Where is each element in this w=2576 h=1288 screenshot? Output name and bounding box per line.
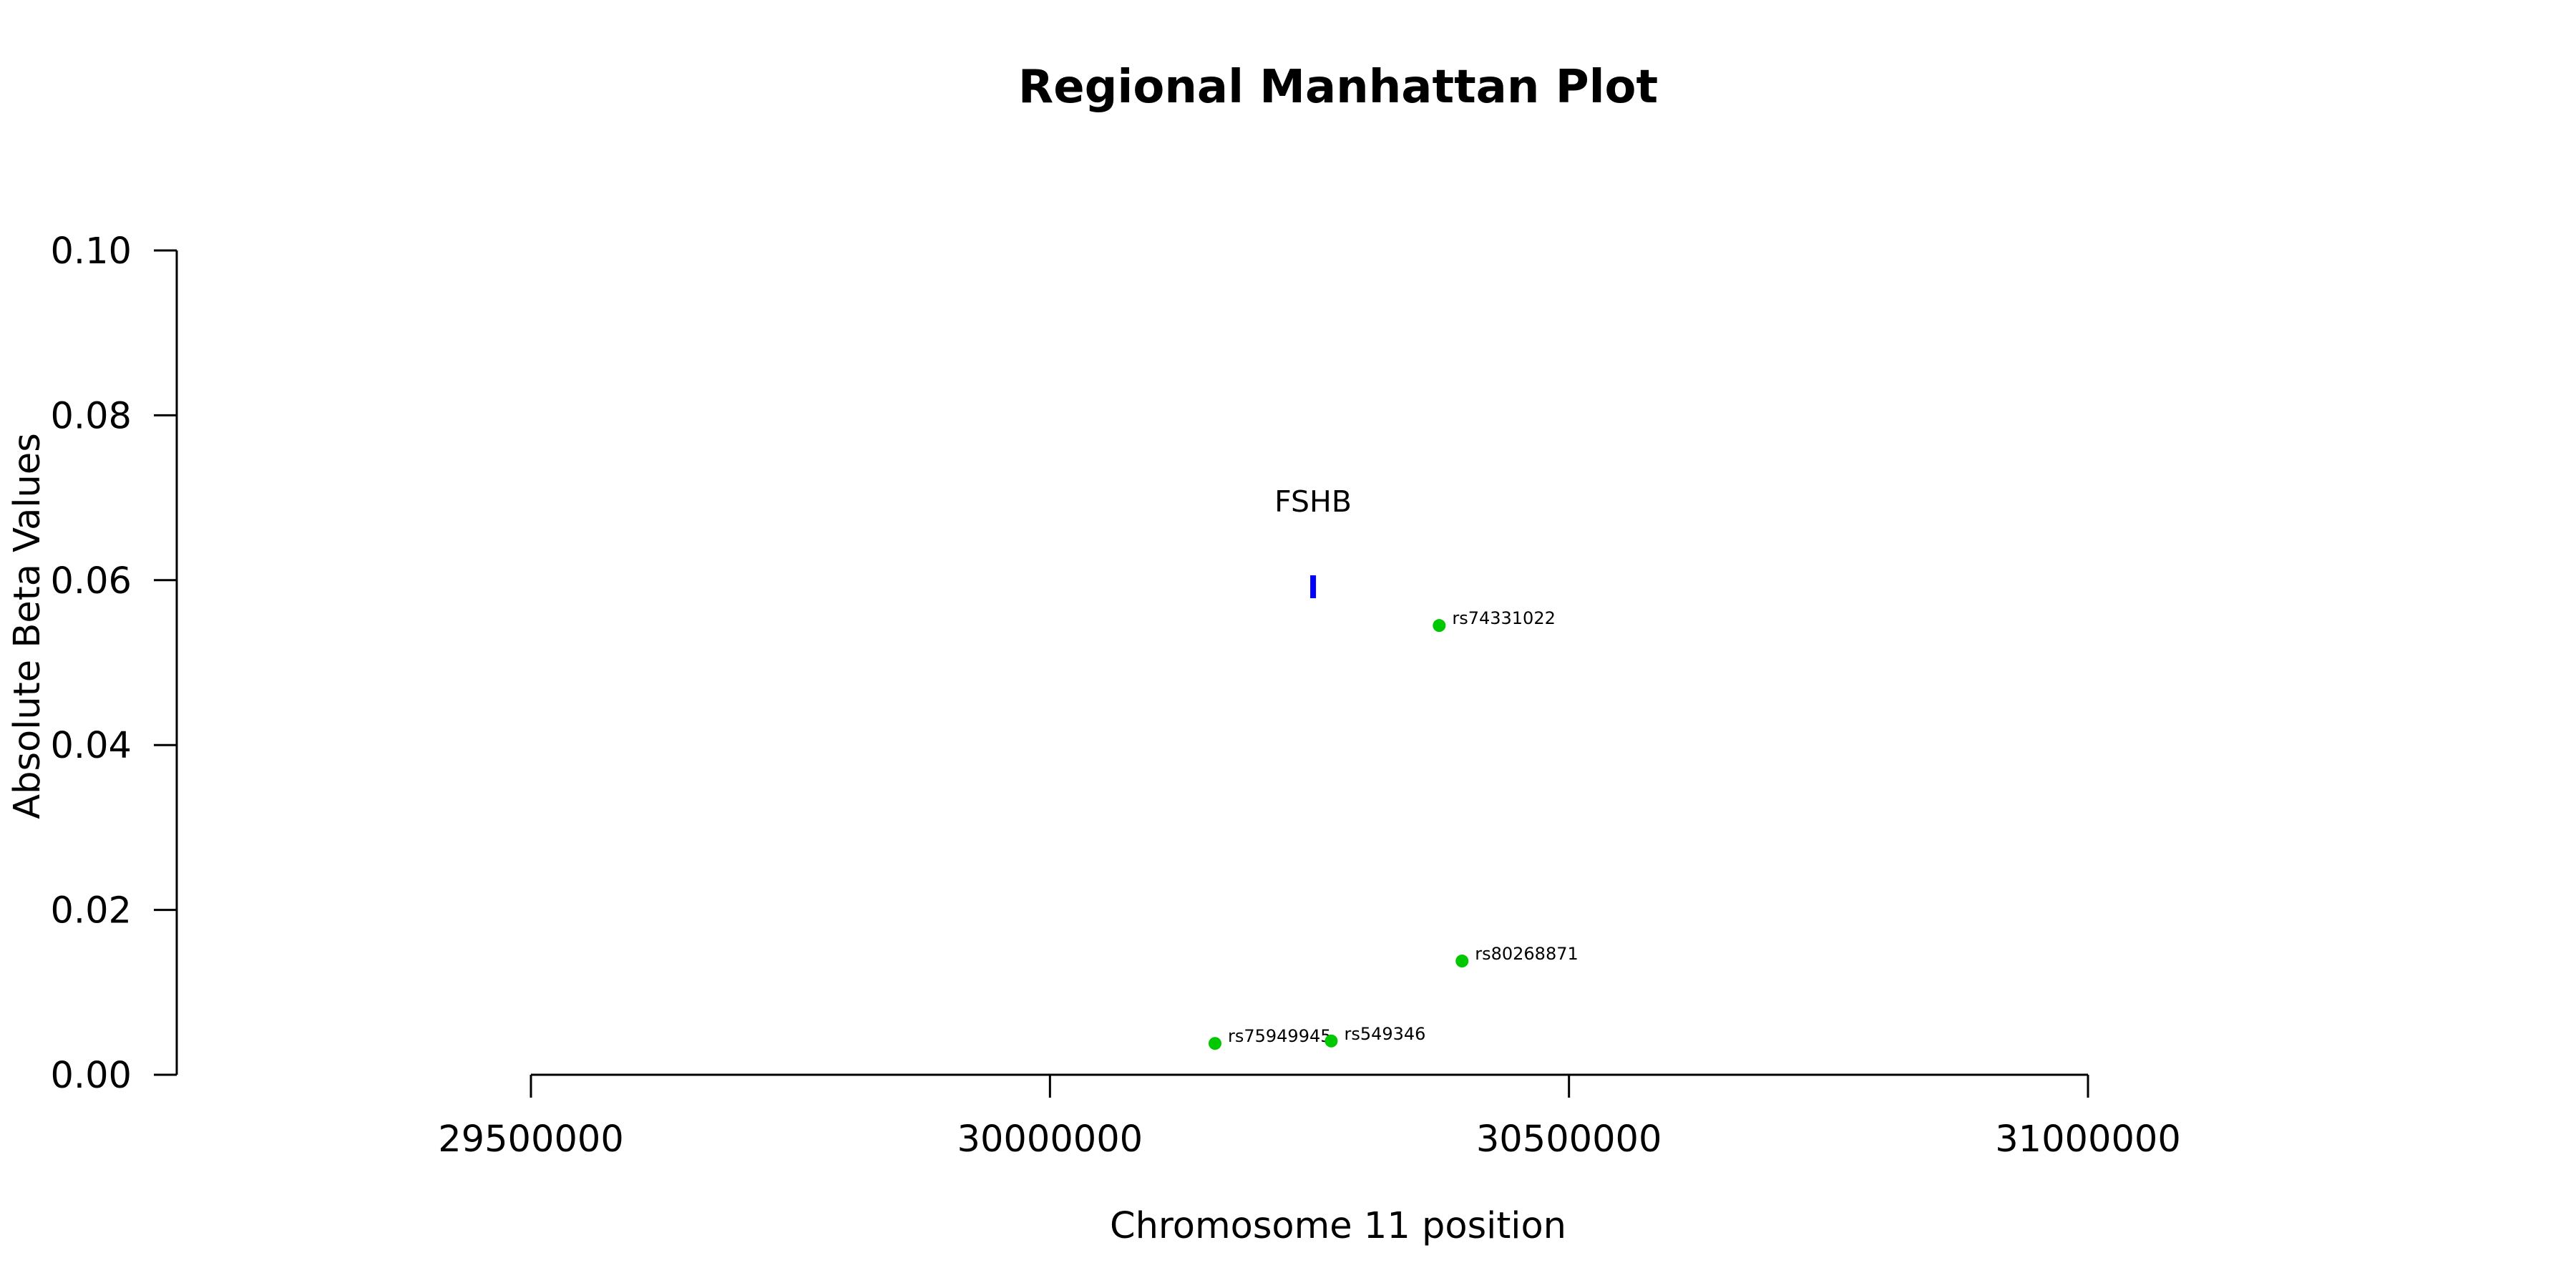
x-axis-label: Chromosome 11 position bbox=[1110, 1205, 1566, 1247]
x-tick-label: 30500000 bbox=[1476, 1118, 1662, 1161]
x-tick-label: 30000000 bbox=[957, 1118, 1143, 1161]
y-tick-label: 0.08 bbox=[50, 395, 132, 437]
snp-point bbox=[1324, 1034, 1338, 1048]
gene-bar bbox=[1310, 575, 1317, 599]
snp-point bbox=[1208, 1037, 1221, 1050]
x-axis: 29500000 30000000 30500000 31000000 bbox=[438, 1073, 2181, 1161]
y-axis: 0.00 0.02 0.04 0.06 0.08 0.10 bbox=[50, 230, 178, 1097]
snp-label: rs75949945 bbox=[1228, 1026, 1332, 1046]
snp-label: rs80268871 bbox=[1475, 944, 1579, 964]
x-tick-label: 31000000 bbox=[1995, 1118, 2181, 1161]
snp-point bbox=[1433, 619, 1446, 633]
gene-label: FSHB bbox=[1274, 484, 1352, 519]
snp-point bbox=[1455, 955, 1469, 968]
y-tick-label: 0.04 bbox=[50, 725, 132, 767]
points-layer: rs74331022 rs80268871 rs75949945 rs549346 bbox=[1208, 608, 1579, 1050]
x-tick-label: 29500000 bbox=[438, 1118, 624, 1161]
y-tick-label: 0.10 bbox=[50, 230, 132, 273]
y-tick-label: 0.00 bbox=[50, 1055, 132, 1097]
chart-title: Regional Manhattan Plot bbox=[1018, 61, 1658, 114]
snp-label: rs74331022 bbox=[1452, 608, 1556, 628]
genes-layer: FSHB bbox=[1274, 484, 1352, 599]
y-axis-label: Absolute Beta Values bbox=[6, 433, 49, 819]
y-tick-label: 0.02 bbox=[50, 890, 132, 932]
y-tick-label: 0.06 bbox=[50, 560, 132, 602]
snp-label: rs549346 bbox=[1344, 1024, 1425, 1044]
